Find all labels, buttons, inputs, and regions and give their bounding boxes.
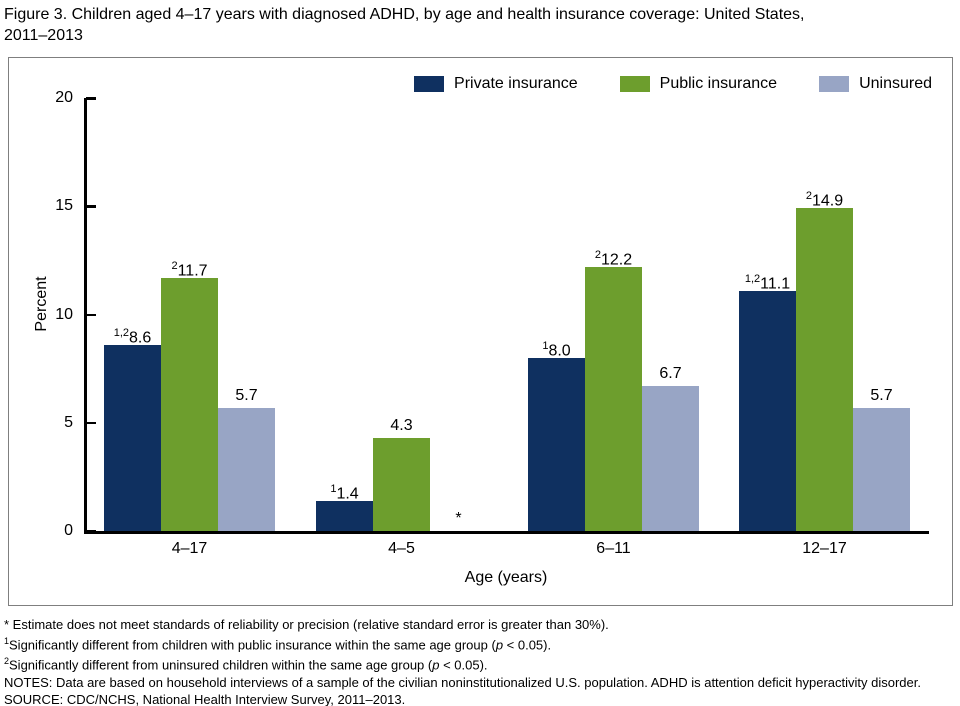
bar-value-superscript: 1 bbox=[542, 339, 549, 352]
legend-item-1: Public insurance bbox=[619, 75, 778, 93]
footnote-segment: NOTES: Data are based on household inter… bbox=[4, 674, 921, 690]
bar-value-label: * bbox=[455, 510, 462, 527]
bar-value-superscript: 2 bbox=[805, 190, 812, 203]
bar-value-label: 1,28.6 bbox=[113, 326, 152, 347]
bar-value-superscript: 2 bbox=[171, 259, 178, 272]
bar-value-label: 1,211.1 bbox=[744, 272, 791, 292]
bar-value-superscript: 1,2 bbox=[744, 272, 761, 285]
x-category-label: 4–5 bbox=[388, 540, 415, 557]
figure-title: Figure 3. Children aged 4–17 years with … bbox=[4, 4, 805, 46]
legend-item-2: Uninsured bbox=[819, 75, 932, 93]
legend-label-0: Private insurance bbox=[454, 75, 578, 92]
legend-swatch-2 bbox=[819, 76, 850, 92]
bar-value-label: 5.7 bbox=[870, 386, 893, 404]
bar-value-superscript: 1,2 bbox=[113, 326, 130, 339]
x-category-label: 12–17 bbox=[802, 540, 847, 557]
y-tick bbox=[86, 421, 96, 425]
footnote-segment: 1 bbox=[4, 636, 10, 646]
y-tick-label: 0 bbox=[64, 522, 73, 539]
y-tick-label: 10 bbox=[55, 305, 73, 323]
y-tick-label: 15 bbox=[55, 197, 73, 215]
footnote-segment: < 0.05). bbox=[439, 657, 488, 673]
legend-item-0: Private insurance bbox=[414, 75, 578, 93]
bar-public-insurance-3 bbox=[796, 208, 853, 531]
bar-uninsured-0 bbox=[218, 407, 275, 531]
bar-value-label: 214.9 bbox=[805, 190, 844, 210]
footnote-line-1: 1Significantly different from children w… bbox=[4, 633, 921, 653]
legend-swatch-1 bbox=[619, 76, 650, 92]
bar-private-insurance-3 bbox=[739, 290, 796, 531]
bar-uninsured-2 bbox=[642, 385, 699, 531]
figure-title-line2: 2011–2013 bbox=[4, 27, 83, 44]
bar-private-insurance-1 bbox=[316, 500, 373, 531]
footnote-segment: Significantly different from children wi… bbox=[9, 637, 496, 653]
x-category-label: 6–11 bbox=[596, 540, 631, 557]
footnote-segment: * Estimate does not meet standards of re… bbox=[4, 617, 609, 632]
y-tick bbox=[86, 530, 96, 533]
footnote-segment: p bbox=[432, 657, 440, 673]
bar-value-label: 18.0 bbox=[542, 339, 571, 360]
bar-value-label: 11.4 bbox=[330, 482, 359, 503]
bar-private-insurance-2 bbox=[528, 357, 585, 531]
x-category-label: 4–17 bbox=[171, 540, 208, 557]
footnotes: * Estimate does not meet standards of re… bbox=[4, 616, 921, 706]
footnote-segment: SOURCE: CDC/NCHS, National Health Interv… bbox=[4, 691, 406, 706]
legend: Private insurance Public insurance Uninsur… bbox=[414, 75, 932, 93]
bar-public-insurance-1 bbox=[373, 437, 430, 531]
footnote-segment: Significantly different from uninsured c… bbox=[9, 657, 433, 673]
legend-label-1: Public insurance bbox=[659, 75, 778, 92]
y-tick-label: 20 bbox=[55, 89, 73, 106]
footnote-line-4: SOURCE: CDC/NCHS, National Health Interv… bbox=[4, 691, 921, 706]
y-tick-label: 5 bbox=[64, 413, 73, 431]
y-tick bbox=[86, 97, 96, 100]
y-tick bbox=[86, 313, 96, 316]
x-axis-title: Age (years) bbox=[464, 569, 548, 586]
bar-public-insurance-0 bbox=[161, 277, 218, 531]
figure-title-line1: Figure 3. Children aged 4–17 years with … bbox=[4, 6, 805, 23]
footnote-line-0: * Estimate does not meet standards of re… bbox=[4, 616, 921, 633]
bar-value-label: 4.3 bbox=[390, 416, 413, 434]
bar-value-superscript: 2 bbox=[594, 248, 601, 261]
footnote-line-3: NOTES: Data are based on household inter… bbox=[4, 674, 921, 691]
footnote-segment: < 0.05). bbox=[503, 637, 552, 653]
y-tick bbox=[86, 205, 96, 208]
bar-uninsured-3 bbox=[853, 407, 910, 531]
footnote-segment: p bbox=[495, 637, 504, 653]
legend-label-2: Uninsured bbox=[859, 75, 932, 92]
bar-private-insurance-0 bbox=[104, 344, 161, 531]
bar-value-label: 5.7 bbox=[235, 386, 258, 404]
chart-area: Private insurance Public insurance Uninsur… bbox=[8, 57, 953, 606]
legend-swatch-0 bbox=[414, 76, 445, 92]
bar-value-label: 211.7 bbox=[171, 259, 208, 280]
x-axis bbox=[84, 531, 929, 534]
bar-value-superscript: 1 bbox=[330, 482, 337, 495]
footnote-line-2: 2Significantly different from uninsured … bbox=[4, 653, 921, 673]
bar-public-insurance-2 bbox=[585, 266, 642, 531]
bar-value-label: 212.2 bbox=[594, 248, 633, 269]
bar-value-label: 6.7 bbox=[659, 364, 682, 382]
footnote-segment: 2 bbox=[4, 656, 10, 667]
y-axis bbox=[84, 98, 87, 534]
